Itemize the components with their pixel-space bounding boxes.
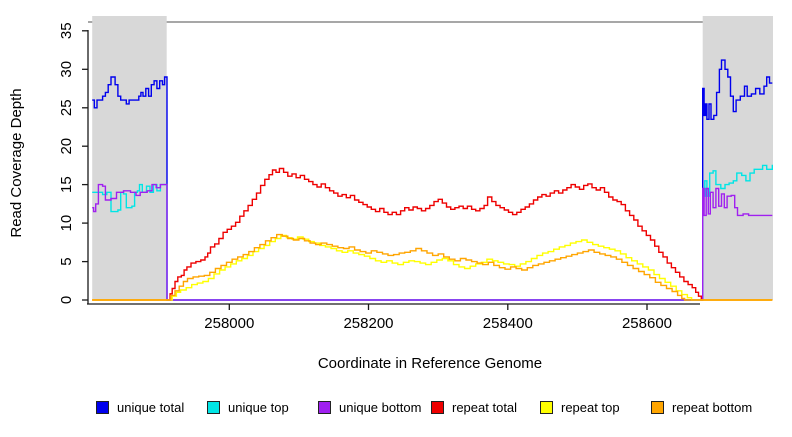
x-axis-ticks: 258000 258200 258400 258600: [204, 304, 672, 332]
axes-layer: 258000 258200 258400 258600 0 5 10 15 20 25 30 35: [58, 22, 700, 332]
y-axis-title: Read Coverage Depth: [8, 88, 25, 237]
legend-item-unique-top: unique top: [207, 397, 289, 417]
y-axis-ticks: 0 5 10 15 20 25 30 35: [58, 22, 88, 304]
legend-swatch-icon: [431, 400, 444, 414]
x-tick-label: 258000: [204, 315, 254, 332]
shaded-region-right: [702, 16, 773, 300]
series-line-unique-total: [92, 59, 773, 301]
legend-item-repeat-top: repeat top: [540, 397, 620, 417]
x-axis-title: Coordinate in Reference Genome: [318, 355, 542, 372]
y-tick-label: 15: [58, 176, 75, 193]
y-tick-label: 25: [58, 99, 75, 116]
y-tick-label: 30: [58, 61, 75, 78]
x-tick-label: 258400: [483, 315, 533, 332]
legend-item-repeat-total: repeat total: [431, 397, 517, 417]
legend-label: repeat total: [452, 399, 518, 415]
legend-label: repeat top: [561, 399, 620, 415]
series-line-unique-top: [92, 164, 773, 301]
legend-swatch-icon: [651, 400, 664, 414]
series-lines-layer: [92, 59, 773, 301]
legend-item-repeat-bottom: repeat bottom: [651, 397, 752, 417]
y-tick-label: 10: [58, 215, 75, 232]
legend-swatch-icon: [207, 400, 220, 414]
series-line-repeat-total: [92, 167, 773, 301]
legend-label: unique total: [117, 399, 185, 415]
series-line-repeat-top: [92, 234, 773, 301]
shaded-flank-regions: [92, 16, 773, 300]
x-tick-label: 258600: [622, 315, 672, 332]
legend-swatch-icon: [318, 400, 331, 414]
series-line-unique-bottom: [92, 183, 773, 301]
legend-item-unique-total: unique total: [96, 397, 184, 417]
y-tick-label: 35: [58, 22, 75, 39]
y-tick-label: 5: [58, 257, 75, 265]
legend-swatch-icon: [96, 400, 109, 414]
x-tick-label: 258200: [343, 315, 393, 332]
legend-label: unique top: [228, 399, 289, 415]
legend-swatch-icon: [540, 400, 553, 414]
legend-label: repeat bottom: [672, 399, 753, 415]
y-tick-label: 20: [58, 138, 75, 155]
legend-item-unique-bottom: unique bottom: [318, 397, 421, 417]
series-line-repeat-bottom: [92, 233, 773, 301]
shaded-region-left: [92, 16, 167, 300]
y-tick-label: 0: [58, 296, 75, 304]
chart-legend: unique total unique top unique bottom repea…: [0, 397, 792, 421]
legend-label: unique bottom: [339, 399, 422, 415]
